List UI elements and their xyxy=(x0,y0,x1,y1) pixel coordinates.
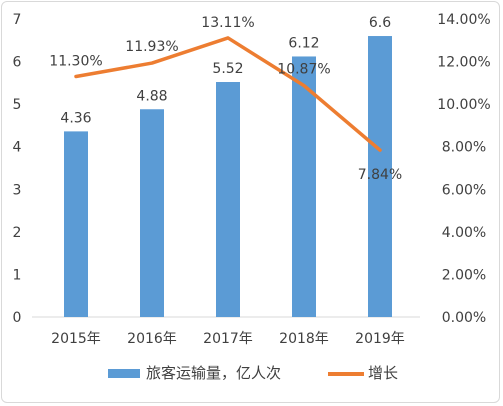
left-axis-ticks: 0 1 2 3 4 5 6 7 xyxy=(13,12,22,326)
bar-data-label: 6.12 xyxy=(288,35,319,51)
line-series: 11.30% 11.93% 13.11% 10.87% 7.84% xyxy=(49,15,402,183)
bar xyxy=(216,82,240,318)
left-tick-label: 7 xyxy=(13,12,22,28)
left-tick-label: 2 xyxy=(13,225,22,241)
line-data-label: 10.87% xyxy=(277,62,330,78)
bar xyxy=(140,109,164,317)
legend-label-line: 增长 xyxy=(368,364,398,382)
left-tick-label: 5 xyxy=(13,97,22,113)
right-tick-label: 2.00% xyxy=(442,267,486,283)
bar xyxy=(64,131,88,317)
category-label: 2019年 xyxy=(355,331,405,347)
bar-data-label: 5.52 xyxy=(212,61,243,77)
line-data-label: 11.93% xyxy=(125,39,178,55)
right-tick-label: 6.00% xyxy=(442,182,486,198)
legend-label-bar: 旅客运输量，亿人次 xyxy=(146,364,281,382)
line-data-label: 13.11% xyxy=(201,15,254,31)
category-label: 2017年 xyxy=(203,331,253,347)
right-tick-label: 4.00% xyxy=(442,225,486,241)
category-label: 2016年 xyxy=(127,331,177,347)
category-label: 2015年 xyxy=(51,331,101,347)
left-tick-label: 3 xyxy=(13,182,22,198)
bar xyxy=(368,36,392,318)
right-tick-label: 12.00% xyxy=(437,55,490,71)
bar-data-label: 4.88 xyxy=(136,88,167,104)
right-tick-label: 0.00% xyxy=(442,310,486,326)
category-labels: 2015年 2016年 2017年 2018年 2019年 xyxy=(51,331,405,347)
left-tick-label: 1 xyxy=(13,267,22,283)
legend: 旅客运输量，亿人次 增长 xyxy=(108,364,398,382)
right-axis-ticks: 0.00% 2.00% 4.00% 6.00% 8.00% 10.00% 12.00% 14.… xyxy=(437,12,490,326)
category-label: 2018年 xyxy=(279,331,329,347)
bar-data-label: 4.36 xyxy=(60,110,91,126)
legend-swatch-bar xyxy=(108,369,140,378)
bar xyxy=(292,56,316,317)
growth-line xyxy=(74,36,382,152)
left-tick-label: 4 xyxy=(13,140,22,156)
left-tick-label: 6 xyxy=(13,55,22,71)
bar-data-label: 6.6 xyxy=(369,15,391,31)
right-tick-label: 10.00% xyxy=(437,97,490,113)
right-tick-label: 14.00% xyxy=(437,12,490,28)
line-data-label: 11.30% xyxy=(49,53,102,69)
left-tick-label: 0 xyxy=(13,310,22,326)
right-tick-label: 8.00% xyxy=(442,140,486,156)
line-data-label: 7.84% xyxy=(358,167,402,183)
bar-series: 4.36 4.88 5.52 6.12 6.6 xyxy=(60,15,392,318)
